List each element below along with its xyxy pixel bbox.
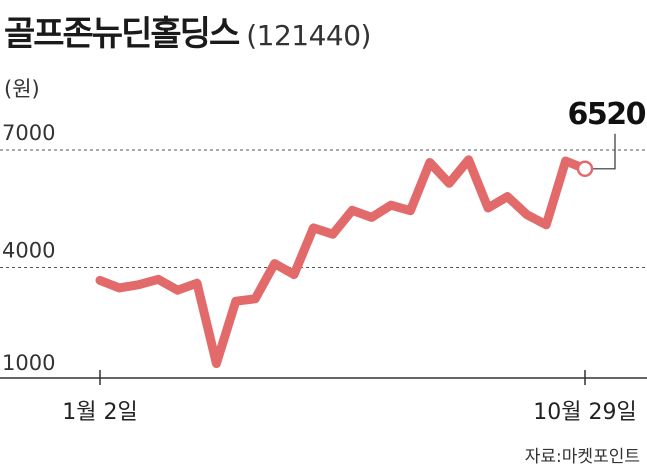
y-unit-label: (원) [4, 77, 40, 101]
chart-title: 골프존뉴딘홀딩스 (121440) [4, 6, 371, 55]
y-tick-label: 4000 [2, 239, 55, 263]
title-text: 골프존뉴딘홀딩스 [4, 14, 240, 54]
x-tick-label: 10월 29일 [533, 400, 636, 425]
price-line [95, 155, 590, 368]
x-ticks: 1월 2일 10월 29일 [62, 370, 637, 425]
last-value-label: 6520 [568, 97, 646, 132]
last-point-marker [576, 160, 594, 178]
callout-line [591, 133, 616, 170]
source-label: 자료:마켓포인트 [525, 447, 640, 467]
y-tick-label: 7000 [2, 121, 55, 145]
y-tick-labels: 7000 4000 1000 [2, 121, 55, 375]
y-tick-label: 1000 [2, 351, 55, 375]
x-tick-label: 1월 2일 [62, 400, 137, 425]
stock-code: (121440) [246, 19, 371, 52]
